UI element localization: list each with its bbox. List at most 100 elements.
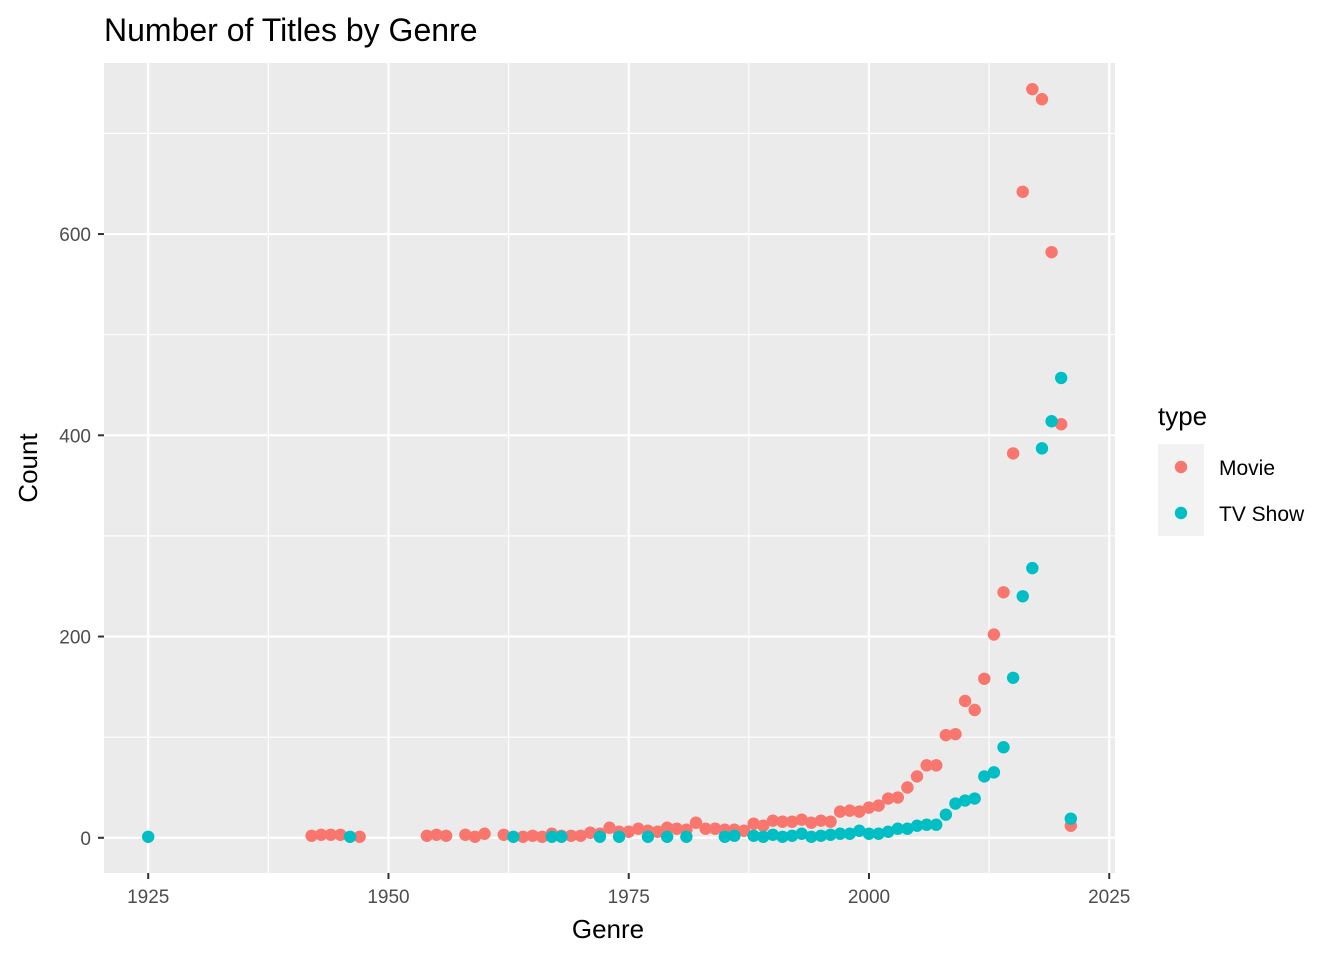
- data-point: [689, 816, 703, 829]
- data-point: [853, 824, 866, 837]
- x-axis: 1925 1950 1975 2000 2025: [127, 873, 1130, 908]
- data-point: [632, 822, 645, 835]
- data-point: [757, 830, 770, 843]
- data-point: [747, 829, 760, 842]
- data-point: [785, 829, 799, 842]
- data-point: [737, 824, 751, 837]
- plot-panel: [104, 63, 1115, 873]
- data-point: [766, 828, 780, 841]
- data-point: [978, 672, 991, 686]
- data-point: [930, 759, 943, 772]
- data-point: [728, 829, 741, 842]
- data-point: [526, 829, 539, 842]
- data-point: [660, 830, 674, 843]
- data-point: [555, 830, 568, 843]
- data-point: [843, 804, 856, 817]
- data-point: [660, 821, 674, 834]
- x-axis-label: Genre: [572, 914, 644, 944]
- data-point: [939, 728, 953, 742]
- y-tick-label: 0: [80, 829, 91, 850]
- y-tick-label: 200: [59, 628, 91, 649]
- data-point: [987, 628, 1001, 641]
- legend-key: [1174, 460, 1188, 474]
- data-point: [776, 830, 789, 843]
- legend-key: [1174, 506, 1188, 520]
- data-point: [872, 799, 885, 812]
- data-point: [968, 792, 981, 805]
- data-point: [314, 828, 328, 841]
- data-point: [920, 759, 933, 772]
- data-point: [901, 822, 914, 835]
- data-point: [978, 770, 991, 783]
- data-point: [1006, 671, 1020, 684]
- data-point: [670, 822, 683, 835]
- data-point: [881, 825, 895, 838]
- data-point: [1026, 82, 1039, 96]
- data-point: [1026, 561, 1039, 575]
- data-point: [699, 822, 712, 835]
- data-point: [862, 801, 876, 814]
- data-point: [584, 826, 597, 839]
- data-point: [1016, 590, 1029, 603]
- data-point: [987, 766, 1001, 779]
- data-point: [718, 830, 732, 843]
- data-point: [545, 830, 559, 843]
- y-tick-label: 600: [59, 225, 91, 246]
- data-point: [343, 830, 357, 843]
- data-point: [622, 825, 635, 838]
- data-point: [507, 830, 520, 843]
- y-axis-label: Count: [13, 433, 43, 503]
- data-point: [1064, 812, 1077, 825]
- legend-entries: Movie TV Show: [1158, 444, 1305, 536]
- data-point: [757, 819, 770, 832]
- data-point: [958, 794, 972, 807]
- x-tick-label: 2025: [1088, 887, 1130, 908]
- data-point: [901, 781, 914, 794]
- x-tick-label: 1975: [608, 887, 650, 908]
- data-point: [334, 828, 347, 841]
- data-point: [949, 797, 962, 810]
- data-point: [641, 830, 655, 843]
- data-point: [930, 818, 943, 831]
- data-point: [958, 694, 972, 708]
- data-points: [142, 82, 1077, 843]
- data-point: [142, 830, 155, 843]
- data-point: [939, 808, 953, 821]
- data-point: [353, 830, 366, 843]
- data-point: [516, 830, 530, 843]
- data-point: [920, 818, 933, 831]
- legend-key-background: [1158, 444, 1204, 536]
- data-point: [497, 828, 510, 841]
- legend-label: TV Show: [1219, 503, 1305, 526]
- data-point: [1006, 447, 1020, 460]
- data-point: [881, 792, 895, 805]
- y-tick-label: 400: [59, 426, 91, 447]
- data-point: [833, 827, 847, 840]
- data-point: [814, 829, 828, 842]
- data-point: [862, 827, 876, 840]
- data-point: [651, 825, 664, 838]
- data-point: [420, 829, 434, 842]
- data-point: [603, 821, 616, 834]
- data-point: [459, 828, 472, 841]
- data-point: [785, 815, 799, 828]
- grid-major: [104, 63, 1115, 873]
- data-point: [776, 815, 789, 828]
- x-tick-label: 1950: [367, 887, 409, 908]
- x-tick-label: 2000: [848, 887, 890, 908]
- data-point: [805, 830, 818, 843]
- data-point: [805, 816, 818, 829]
- chart-title: Number of Titles by Genre: [104, 12, 477, 48]
- data-point: [766, 814, 780, 827]
- data-point: [305, 829, 318, 842]
- data-point: [324, 828, 338, 841]
- data-point: [824, 815, 837, 828]
- data-point: [1054, 418, 1068, 431]
- data-point: [968, 703, 981, 717]
- data-point: [843, 827, 856, 840]
- grid-minor: [104, 63, 1115, 873]
- data-point: [910, 819, 924, 832]
- series-tv-show: [142, 371, 1077, 843]
- data-point: [795, 827, 808, 840]
